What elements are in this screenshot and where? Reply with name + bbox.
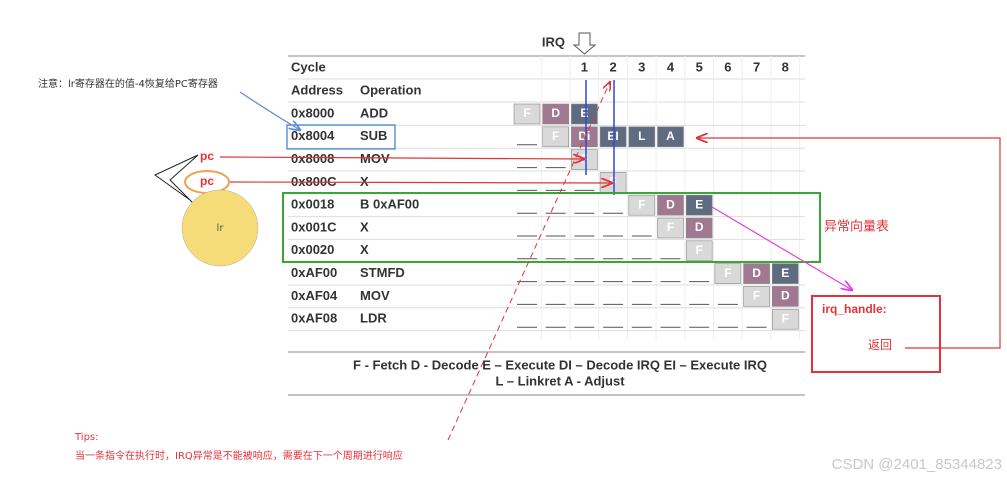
lr-circle [181, 189, 259, 267]
stage-cell [513, 103, 541, 125]
stage-cell [571, 126, 598, 148]
stage-label: A [666, 129, 675, 143]
irq-arrow [572, 32, 597, 55]
stage-label: F [724, 266, 731, 280]
stage-label: D [781, 289, 790, 303]
stage-label: E [781, 266, 789, 280]
cycle-number: 4 [667, 59, 675, 74]
operation: B 0xAF00 [360, 197, 419, 212]
pc-label: pc [200, 149, 214, 163]
operation: MOV [360, 288, 390, 303]
tips-title: Tips: [74, 432, 99, 443]
operation: STMFD [360, 265, 405, 280]
stage-label: Di [578, 129, 590, 143]
pc-label: pc [200, 174, 214, 188]
note-arrow [239, 91, 300, 130]
stage-label: L [638, 129, 645, 143]
highlight-box [286, 124, 396, 150]
address: 0x001C [291, 219, 337, 234]
pc-arrow [219, 157, 584, 159]
stage-cell [542, 126, 570, 148]
address: 0x8004 [291, 128, 335, 143]
address: 0x0018 [291, 197, 334, 212]
stage-label: F [753, 289, 760, 303]
irq-label: IRQ [542, 34, 565, 49]
stage-label: D [695, 220, 704, 234]
handler-label: irq_handle: [822, 302, 887, 316]
cycle-header: Cycle [291, 59, 326, 74]
operation: X [360, 242, 369, 257]
operation: MOV [360, 151, 390, 166]
cycle-number: 7 [753, 59, 760, 74]
lr-label: lr [217, 223, 225, 234]
stage-cell [542, 103, 570, 125]
stage-cell [628, 126, 656, 148]
stage-label: F [638, 197, 645, 211]
stage-label: F [696, 243, 703, 257]
stage-cell [771, 263, 799, 284]
cycle-number: 6 [724, 59, 731, 74]
operation: X [360, 219, 369, 234]
stage-cell [657, 194, 684, 216]
address: 0x8000 [291, 105, 334, 120]
watermark: CSDN @2401_85344823 [832, 456, 1002, 473]
stage-cell [771, 286, 799, 307]
tips-line [447, 82, 610, 441]
address: 0x800C [291, 174, 337, 189]
legend: F - Fetch D - Decode E – Execute DI – De… [353, 357, 767, 372]
stage-label: D [551, 106, 560, 120]
stage-cell [743, 263, 770, 284]
return-label: 返回 [868, 338, 892, 352]
vector-box [282, 192, 821, 263]
operation: SUB [360, 128, 387, 143]
stage-cell [685, 194, 713, 216]
tips-text: 当一条指令在执行时，IRQ异常是不能被响应，需要在下一个周期进行响应 [75, 449, 403, 462]
stage-cell [628, 194, 656, 216]
pointer-lines [154, 154, 199, 206]
note: 注意：lr寄存器在的值-4恢复给PC寄存器 [38, 77, 218, 90]
stage-cell [599, 126, 627, 148]
stage-label: D [752, 266, 761, 280]
stage-label: F [523, 106, 530, 120]
stage-cell [771, 308, 799, 330]
stage-cell [685, 217, 713, 239]
address-header: Address [291, 82, 343, 97]
operation: LDR [360, 311, 387, 326]
stage-cell [657, 126, 684, 148]
stage-label: E [695, 197, 703, 211]
return-arrow [697, 138, 1001, 349]
stage-label: D [666, 197, 675, 211]
jump-arrow [711, 206, 852, 290]
cycle-number: 2 [609, 59, 616, 74]
stage-cell [685, 240, 713, 262]
cycle-number: 3 [638, 59, 645, 74]
legend: L – Linkret A - Adjust [495, 373, 625, 388]
address: 0x0020 [291, 242, 334, 257]
handler-box [811, 295, 941, 373]
stage-cell [657, 217, 684, 239]
vector-label: 异常向量表 [824, 218, 889, 233]
address: 0xAF04 [291, 288, 338, 303]
stage-cell [571, 103, 598, 125]
address: 0xAF00 [291, 265, 337, 280]
operation-header: Operation [360, 82, 421, 97]
operation: ADD [360, 105, 388, 120]
pc-arrow [229, 182, 612, 183]
cycle-number: 8 [782, 59, 789, 74]
address: 0xAF08 [291, 311, 337, 326]
address: 0x8008 [291, 151, 334, 166]
stage-label: F [782, 311, 789, 325]
stage-label: F [667, 220, 674, 234]
cycle-number: 5 [696, 59, 703, 74]
stage-label: E [580, 106, 588, 120]
stage-label: F [552, 129, 559, 143]
stage-label: EI [607, 129, 618, 143]
stage-cell [714, 263, 742, 284]
operation: X [360, 174, 369, 189]
stage-cell [743, 286, 770, 307]
stage-label: F [609, 175, 616, 189]
cycle-number: 1 [581, 59, 588, 74]
